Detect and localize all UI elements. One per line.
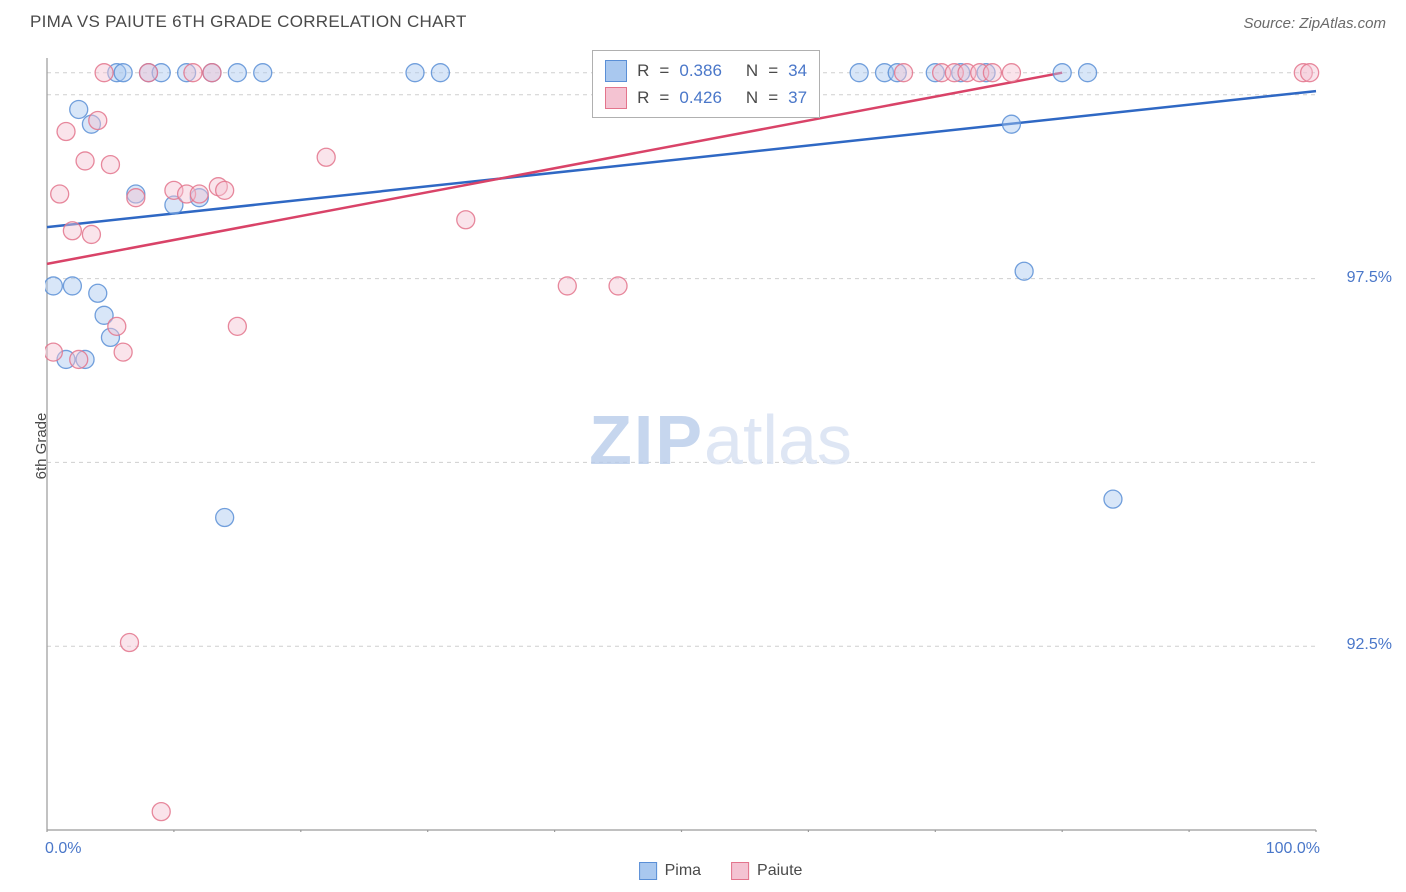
- legend-swatch: [605, 87, 627, 109]
- correlation-legend: R = 0.386N = 34R = 0.426N = 37: [592, 50, 820, 118]
- x-tick-label: 0.0%: [45, 840, 81, 858]
- y-tick-label: 97.5%: [1347, 269, 1392, 287]
- legend-swatch: [605, 60, 627, 82]
- legend-label: Pima: [665, 862, 701, 880]
- legend-swatch: [731, 862, 749, 880]
- chart-title: PIMA VS PAIUTE 6TH GRADE CORRELATION CHA…: [30, 12, 467, 32]
- legend-label: Paiute: [757, 862, 802, 880]
- legend-swatch: [639, 862, 657, 880]
- x-axis-footer: Pima Paiute 0.0% 100.0%: [45, 832, 1396, 892]
- y-tick-label: 92.5%: [1347, 636, 1392, 654]
- series-legend: Pima Paiute: [639, 862, 803, 880]
- legend-item: Paiute: [731, 862, 802, 880]
- scatter-chart: [45, 48, 1396, 832]
- plot-area: ZIPatlas R = 0.386N = 34R = 0.426N = 37 …: [45, 48, 1396, 832]
- source-text: Source: ZipAtlas.com: [1243, 15, 1386, 32]
- x-tick-label: 100.0%: [1266, 840, 1320, 858]
- legend-item: Pima: [639, 862, 701, 880]
- r-legend-row: R = 0.426N = 37: [605, 84, 807, 111]
- r-legend-row: R = 0.386N = 34: [605, 57, 807, 84]
